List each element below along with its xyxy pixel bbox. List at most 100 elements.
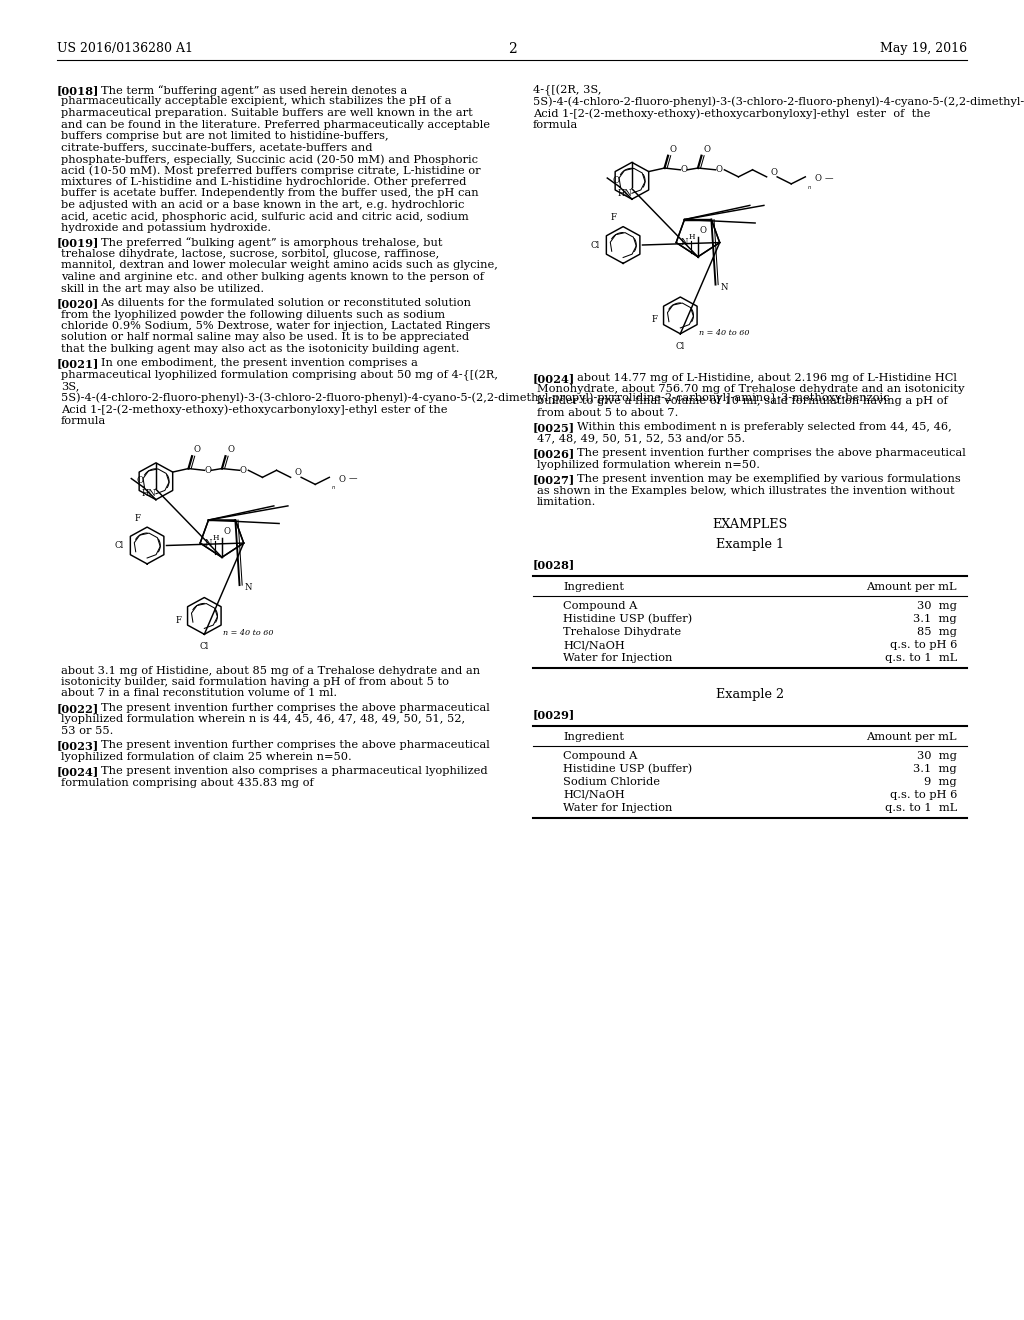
Text: formula: formula [61, 416, 106, 426]
Text: mannitol, dextran and lower molecular weight amino acids such as glycine,: mannitol, dextran and lower molecular we… [61, 260, 498, 271]
Text: F: F [134, 513, 140, 523]
Text: builder to give a final volume of 10 ml, said formulation having a pH of: builder to give a final volume of 10 ml,… [537, 396, 948, 407]
Text: O: O [223, 527, 230, 536]
Text: O: O [240, 466, 247, 475]
Text: The present invention further comprises the above pharmaceutical: The present invention further comprises … [577, 447, 966, 458]
Text: [0024]: [0024] [57, 767, 99, 777]
Text: limitation.: limitation. [537, 498, 596, 507]
Text: Amount per mL: Amount per mL [866, 731, 957, 742]
Text: The present invention further comprises the above pharmaceutical: The present invention further comprises … [100, 741, 489, 751]
Text: Monohydrate, about 756.70 mg of Trehalose dehydrate and an isotonicity: Monohydrate, about 756.70 mg of Trehalos… [537, 384, 965, 395]
Text: 30  mg: 30 mg [918, 601, 957, 611]
Text: Cl: Cl [115, 541, 124, 550]
Text: [0021]: [0021] [57, 359, 99, 370]
Text: pharmaceutical lyophilized formulation comprising about 50 mg of 4-{[(2R,: pharmaceutical lyophilized formulation c… [61, 370, 498, 381]
Text: Sodium Chloride: Sodium Chloride [563, 777, 660, 787]
Text: O: O [703, 145, 711, 153]
Text: q.s. to 1  mL: q.s. to 1 mL [885, 803, 957, 813]
Text: F: F [610, 213, 616, 222]
Text: O: O [612, 176, 620, 185]
Text: H: H [688, 234, 695, 242]
Text: The present invention further comprises the above pharmaceutical: The present invention further comprises … [100, 704, 489, 713]
Text: [0019]: [0019] [57, 238, 99, 248]
Text: F: F [651, 315, 657, 325]
Text: H: H [212, 533, 219, 541]
Text: 85  mg: 85 mg [918, 627, 957, 638]
Text: O: O [227, 445, 234, 454]
Text: [0018]: [0018] [57, 84, 99, 96]
Text: lyophilized formulation wherein n=50.: lyophilized formulation wherein n=50. [537, 459, 760, 470]
Text: pharmaceutically acceptable excipient, which stabilizes the pH of a: pharmaceutically acceptable excipient, w… [61, 96, 452, 107]
Text: As diluents for the formulated solution or reconstituted solution: As diluents for the formulated solution … [100, 298, 471, 308]
Text: O: O [699, 227, 707, 235]
Text: citrate-buffers, succinate-buffers, acetate-buffers and: citrate-buffers, succinate-buffers, acet… [61, 143, 373, 153]
Text: about 14.77 mg of L-Histidine, about 2.196 mg of L-Histidine HCl: about 14.77 mg of L-Histidine, about 2.1… [577, 374, 956, 383]
Text: lyophilized formulation of claim 25 wherein n=50.: lyophilized formulation of claim 25 wher… [61, 752, 352, 762]
Text: HCl/NaOH: HCl/NaOH [563, 789, 625, 800]
Text: $_n$: $_n$ [807, 183, 812, 191]
Text: N: N [681, 238, 688, 247]
Text: [0026]: [0026] [534, 447, 575, 459]
Text: 2: 2 [508, 42, 516, 55]
Text: 47, 48, 49, 50, 51, 52, 53 and/or 55.: 47, 48, 49, 50, 51, 52, 53 and/or 55. [537, 433, 745, 444]
Text: buffers comprise but are not limited to histidine-buffers,: buffers comprise but are not limited to … [61, 131, 389, 141]
Text: O: O [294, 469, 301, 478]
Text: phosphate-buffers, especially, Succinic acid (20-50 mM) and Phosphoric: phosphate-buffers, especially, Succinic … [61, 154, 478, 165]
Text: 3.1  mg: 3.1 mg [913, 764, 957, 774]
Text: EXAMPLES: EXAMPLES [713, 517, 787, 531]
Text: from about 5 to about 7.: from about 5 to about 7. [537, 408, 678, 417]
Text: [0020]: [0020] [57, 298, 99, 309]
Text: O: O [716, 165, 723, 174]
Text: Example 2: Example 2 [716, 688, 784, 701]
Text: 9  mg: 9 mg [925, 777, 957, 787]
Text: Acid 1-[2-(2-methoxy-ethoxy)-ethoxycarbonyloxy]-ethyl  ester  of  the: Acid 1-[2-(2-methoxy-ethoxy)-ethoxycarbo… [534, 108, 931, 119]
Text: [0029]: [0029] [534, 709, 575, 719]
Text: Trehalose Dihydrate: Trehalose Dihydrate [563, 627, 681, 638]
Text: buffer is acetate buffer. Independently from the buffer used, the pH can: buffer is acetate buffer. Independently … [61, 189, 478, 198]
Text: Within this embodiment n is preferably selected from 44, 45, 46,: Within this embodiment n is preferably s… [577, 422, 951, 432]
Text: Compound A: Compound A [563, 601, 637, 611]
Text: [0023]: [0023] [57, 741, 99, 751]
Text: Compound A: Compound A [563, 751, 637, 760]
Text: and can be found in the literature. Preferred pharmaceutically acceptable: and can be found in the literature. Pref… [61, 120, 490, 129]
Text: May 19, 2016: May 19, 2016 [880, 42, 967, 55]
Text: Cl: Cl [200, 643, 209, 651]
Text: Histidine USP (buffer): Histidine USP (buffer) [563, 614, 692, 624]
Text: O: O [338, 475, 345, 483]
Text: solution or half normal saline may also be used. It is to be appreciated: solution or half normal saline may also … [61, 333, 469, 342]
Text: Cl: Cl [676, 342, 685, 351]
Text: [0028]: [0028] [534, 558, 575, 570]
Text: O: O [814, 174, 821, 183]
Text: 5S)-4-(4-chloro-2-fluoro-phenyl)-3-(3-chloro-2-fluoro-phenyl)-4-cyano-5-(2,2-dim: 5S)-4-(4-chloro-2-fluoro-phenyl)-3-(3-ch… [534, 96, 1024, 108]
Text: 4-{[(2R, 3S,: 4-{[(2R, 3S, [534, 84, 605, 96]
Text: n = 40 to 60: n = 40 to 60 [223, 630, 273, 638]
Text: 30  mg: 30 mg [918, 751, 957, 760]
Text: 53 or 55.: 53 or 55. [61, 726, 114, 737]
Text: [0025]: [0025] [534, 422, 575, 433]
Text: [0024]: [0024] [534, 374, 575, 384]
Text: formula: formula [534, 120, 579, 129]
Text: O: O [670, 145, 677, 153]
Text: that the bulking agent may also act as the isotonicity building agent.: that the bulking agent may also act as t… [61, 345, 460, 354]
Text: acid (10-50 mM). Most preferred buffers comprise citrate, L-histidine or: acid (10-50 mM). Most preferred buffers … [61, 165, 480, 176]
Text: In one embodiment, the present invention comprises a: In one embodiment, the present invention… [100, 359, 418, 368]
Text: isotonicity builder, said formulation having a pH of from about 5 to: isotonicity builder, said formulation ha… [61, 677, 449, 686]
Text: Water for Injection: Water for Injection [563, 803, 673, 813]
Text: lyophilized formulation wherein n is 44, 45, 46, 47, 48, 49, 50, 51, 52,: lyophilized formulation wherein n is 44,… [61, 714, 465, 725]
Text: from the lyophilized powder the following diluents such as sodium: from the lyophilized powder the followin… [61, 309, 445, 319]
Text: —: — [824, 174, 834, 183]
Text: Cl: Cl [591, 240, 600, 249]
Text: 3.1  mg: 3.1 mg [913, 614, 957, 624]
Text: HN: HN [617, 189, 633, 198]
Text: as shown in the Examples below, which illustrates the invention without: as shown in the Examples below, which il… [537, 486, 954, 495]
Text: pharmaceutical preparation. Suitable buffers are well known in the art: pharmaceutical preparation. Suitable buf… [61, 108, 473, 117]
Text: 3S,: 3S, [61, 381, 80, 392]
Text: Ingredient: Ingredient [563, 582, 624, 591]
Text: hydroxide and potassium hydroxide.: hydroxide and potassium hydroxide. [61, 223, 271, 234]
Text: The present invention may be exemplified by various formulations: The present invention may be exemplified… [577, 474, 961, 484]
Text: about 7 in a final reconstitution volume of 1 ml.: about 7 in a final reconstitution volume… [61, 689, 337, 698]
Text: The preferred “bulking agent” is amorphous trehalose, but: The preferred “bulking agent” is amorpho… [100, 238, 442, 248]
Text: O: O [205, 466, 211, 475]
Text: formulation comprising about 435.83 mg of: formulation comprising about 435.83 mg o… [61, 777, 313, 788]
Text: The term “buffering agent” as used herein denotes a: The term “buffering agent” as used herei… [100, 84, 407, 96]
